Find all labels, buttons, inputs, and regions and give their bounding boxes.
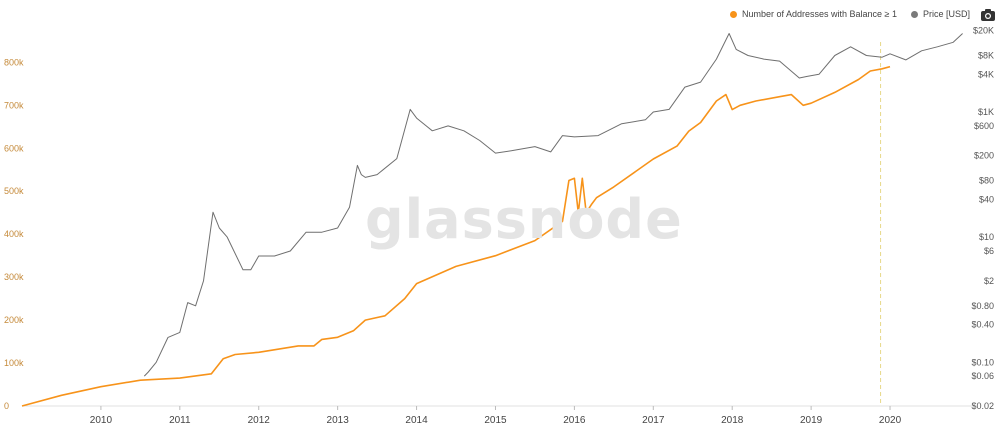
left-tick-label: 400k bbox=[4, 229, 24, 239]
left-tick-label: 200k bbox=[4, 315, 24, 325]
right-tick-label: $80 bbox=[979, 176, 994, 186]
right-tick-label: $200 bbox=[974, 151, 994, 161]
right-tick-label: $0.06 bbox=[971, 371, 994, 381]
left-tick-label: 300k bbox=[4, 272, 24, 282]
camera-icon[interactable] bbox=[980, 8, 996, 22]
left-tick-label: 500k bbox=[4, 186, 24, 196]
right-tick-label: $600 bbox=[974, 121, 994, 131]
series-line-addresses bbox=[21, 65, 891, 407]
legend-dot-price bbox=[910, 10, 918, 18]
left-tick-label: 600k bbox=[4, 143, 24, 153]
series-line-price bbox=[143, 33, 963, 377]
legend: Number of Addresses with Balance ≥ 1 Pri… bbox=[729, 9, 970, 19]
right-tick-label: $2 bbox=[984, 276, 994, 286]
legend-label-price: Price [USD] bbox=[922, 9, 970, 19]
left-tick-label: 800k bbox=[4, 57, 24, 67]
watermark: glassnode bbox=[365, 188, 683, 251]
legend-item-addresses[interactable]: Number of Addresses with Balance ≥ 1 bbox=[729, 9, 897, 19]
left-tick-label: 100k bbox=[4, 358, 24, 368]
legend-label-addresses: Number of Addresses with Balance ≥ 1 bbox=[741, 9, 897, 19]
right-tick-label: $40 bbox=[979, 194, 994, 204]
x-tick-label: 2010 bbox=[90, 415, 113, 426]
legend-item-price[interactable]: Price [USD] bbox=[910, 9, 970, 19]
right-tick-label: $0.80 bbox=[971, 301, 994, 311]
x-tick-label: 2020 bbox=[879, 415, 902, 426]
left-tick-label: 0 bbox=[4, 401, 9, 411]
right-tick-label: $1K bbox=[978, 107, 994, 117]
right-tick-label: $0.02 bbox=[971, 401, 994, 411]
right-tick-label: $20K bbox=[973, 26, 994, 36]
right-tick-label: $10 bbox=[979, 232, 994, 242]
right-tick-label: $0.10 bbox=[971, 357, 994, 367]
x-tick-label: 2013 bbox=[327, 415, 350, 426]
right-tick-label: $6 bbox=[984, 246, 994, 256]
x-tick-label: 2016 bbox=[563, 415, 586, 426]
x-tick-label: 2014 bbox=[405, 415, 428, 426]
right-tick-label: $8K bbox=[978, 50, 994, 60]
right-tick-label: $0.40 bbox=[971, 320, 994, 330]
left-tick-label: 700k bbox=[4, 100, 24, 110]
x-tick-label: 2019 bbox=[800, 415, 823, 426]
right-tick-label: $4K bbox=[978, 69, 994, 79]
x-tick-label: 2011 bbox=[169, 415, 191, 426]
x-tick-label: 2015 bbox=[484, 415, 507, 426]
x-tick-label: 2017 bbox=[642, 415, 665, 426]
x-tick-label: 2012 bbox=[248, 415, 271, 426]
legend-dot-addresses bbox=[729, 10, 737, 18]
x-tick-label: 2018 bbox=[721, 415, 744, 426]
